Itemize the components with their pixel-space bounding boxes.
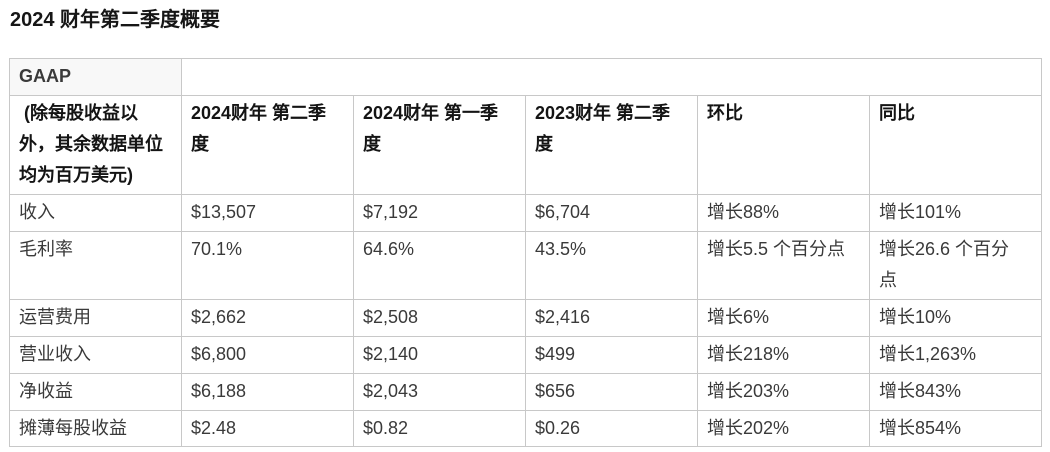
table-cell: $499	[525, 335, 698, 374]
table-cell: $2,508	[353, 298, 526, 337]
table-row-operating-income: 营业收入 $6,800 $2,140 $499 增长218% 增长1,263%	[9, 335, 1043, 374]
table-row-revenue: 收入 $13,507 $7,192 $6,704 增长88% 增长101%	[9, 193, 1043, 232]
section-row-spacer	[180, 58, 1043, 96]
table-cell: $2,416	[525, 298, 698, 337]
section-row: GAAP	[9, 58, 1043, 96]
table-cell: 增长10%	[868, 298, 1043, 337]
table-cell: 增长5.5 个百分点	[697, 230, 870, 300]
table-cell: 增长203%	[697, 372, 870, 411]
column-header-fy2023-q2: 2023财年 第二季 度	[525, 94, 698, 195]
header-row: (除每股收益以 外，其余数据单位 均为百万美元) 2024财年 第二季 度 20…	[9, 94, 1043, 195]
row-label: 收入	[9, 193, 182, 232]
table-row-diluted-eps: 摊薄每股收益 $2.48 $0.82 $0.26 增长202% 增长854%	[9, 409, 1043, 448]
table-cell: 增长854%	[868, 409, 1043, 448]
row-label: 摊薄每股收益	[9, 409, 182, 448]
table-cell: $6,800	[181, 335, 354, 374]
row-label: 毛利率	[9, 230, 182, 300]
column-header-yoy: 同比	[868, 94, 1043, 195]
table-cell: $656	[525, 372, 698, 411]
table-cell: $6,704	[525, 193, 698, 232]
table-cell: $0.82	[353, 409, 526, 448]
table-cell: 64.6%	[353, 230, 526, 300]
table-cell: 43.5%	[525, 230, 698, 300]
column-header-qoq: 环比	[697, 94, 870, 195]
table-cell: $13,507	[181, 193, 354, 232]
table-cell: 增长202%	[697, 409, 870, 448]
column-header-fy2024-q2: 2024财年 第二季 度	[181, 94, 354, 195]
table-cell: 增长101%	[868, 193, 1043, 232]
table-cell: $7,192	[353, 193, 526, 232]
row-label: 净收益	[9, 372, 182, 411]
row-label: 营业收入	[9, 335, 182, 374]
table-cell: 增长6%	[697, 298, 870, 337]
table-row-net-income: 净收益 $6,188 $2,043 $656 增长203% 增长843%	[9, 372, 1043, 411]
quarterly-summary-table: GAAP (除每股收益以 外，其余数据单位 均为百万美元) 2024财年 第二季…	[9, 58, 1043, 448]
gaap-section-label: GAAP	[9, 58, 182, 96]
table-cell: 增长88%	[697, 193, 870, 232]
table-row-gross-margin: 毛利率 70.1% 64.6% 43.5% 增长5.5 个百分点 增长26.6 …	[9, 230, 1043, 300]
table-units-note: (除每股收益以 外，其余数据单位 均为百万美元)	[9, 94, 182, 195]
page-title: 2024 财年第二季度概要	[10, 9, 221, 31]
table-cell: $2.48	[181, 409, 354, 448]
row-label: 运营费用	[9, 298, 182, 337]
table-cell: $0.26	[525, 409, 698, 448]
table-cell: $6,188	[181, 372, 354, 411]
column-header-fy2024-q1: 2024财年 第一季 度	[353, 94, 526, 195]
table-cell: 70.1%	[181, 230, 354, 300]
table-cell: $2,140	[353, 335, 526, 374]
table-cell: 增长26.6 个百分 点	[868, 230, 1043, 300]
table-cell: $2,043	[353, 372, 526, 411]
table-cell: 增长843%	[868, 372, 1043, 411]
table-cell: 增长1,263%	[868, 335, 1043, 374]
table-cell: $2,662	[181, 298, 354, 337]
table-row-operating-expenses: 运营费用 $2,662 $2,508 $2,416 增长6% 增长10%	[9, 298, 1043, 337]
table-cell: 增长218%	[697, 335, 870, 374]
